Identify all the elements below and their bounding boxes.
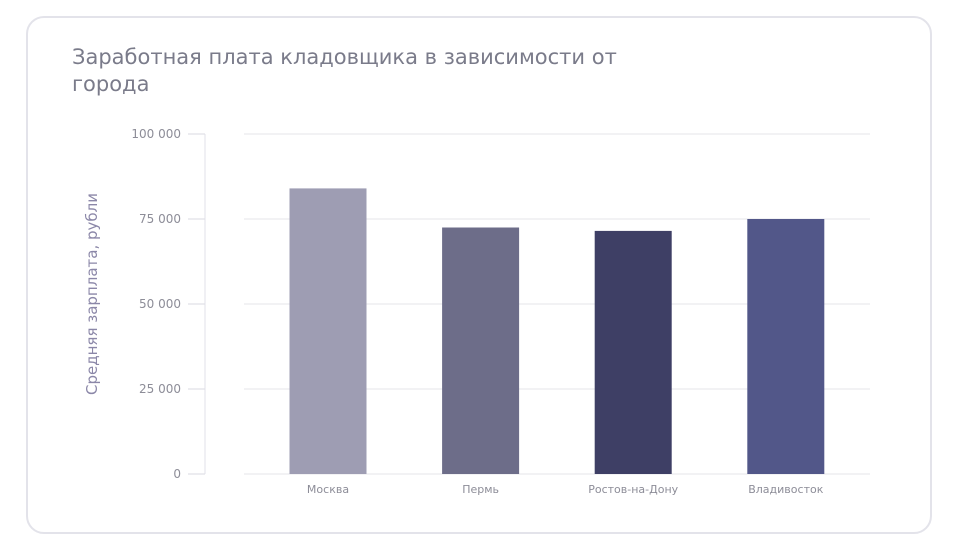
y-tick-label: 100 000 xyxy=(131,127,181,141)
y-tick-label: 50 000 xyxy=(139,297,181,311)
chart-title: Заработная плата кладовщика в зависимост… xyxy=(72,45,617,96)
bar-2 xyxy=(594,230,672,474)
x-axis-categories: Москва Пермь Ростов-на-Дону Владивосток xyxy=(307,483,824,496)
bar-3 xyxy=(747,219,825,474)
y-tick-label: 0 xyxy=(173,467,181,481)
bars xyxy=(289,188,825,474)
bar-1 xyxy=(442,227,520,474)
y-tick-label: 25 000 xyxy=(139,382,181,396)
x-category-label: Владивосток xyxy=(748,483,823,496)
x-category-label: Москва xyxy=(307,483,349,496)
y-tick-label: 75 000 xyxy=(139,212,181,226)
x-category-label: Ростов-на-Дону xyxy=(588,483,678,496)
y-axis-ticks: 0 25 000 50 000 75 000 100 000 xyxy=(131,127,205,481)
x-category-label: Пермь xyxy=(462,483,499,496)
bar-0 xyxy=(289,188,367,474)
